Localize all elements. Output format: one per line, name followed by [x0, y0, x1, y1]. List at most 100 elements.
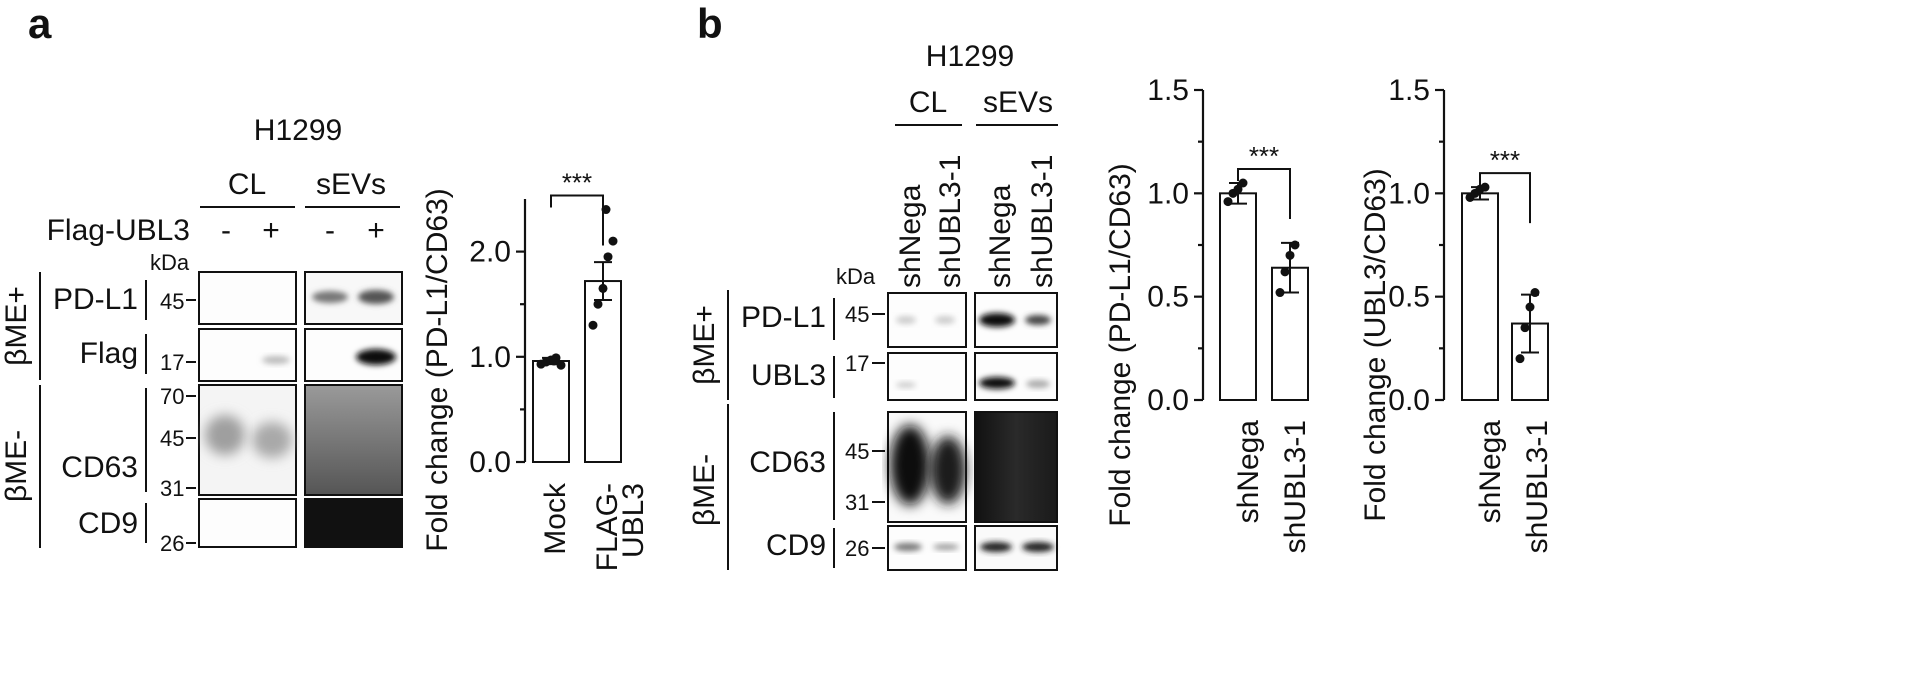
category-label: UBL3 — [617, 483, 650, 558]
bar-FLAG-UBL3 — [584, 280, 622, 463]
y-tick-label: 0.5 — [1388, 281, 1430, 314]
panel-a-sign-1: - — [221, 214, 231, 247]
panel-a-bme-plus: βME+ — [0, 286, 33, 366]
panel-a-blot: a H1299 CL sEVs Flag-UBL3 - + - + kDa βM… — [0, 0, 403, 556]
band — [205, 415, 245, 455]
panel-b-bme-plus: βME+ — [688, 305, 721, 385]
panel-b-marker: 17 — [845, 351, 869, 376]
significance-label: *** — [562, 168, 592, 198]
y-tick-label: 0.5 — [1147, 281, 1189, 314]
panel-b-lane-4: shUBL3-1 — [1026, 155, 1059, 288]
significance-bracket — [1479, 172, 1531, 224]
data-point — [1275, 288, 1285, 298]
band — [262, 356, 290, 364]
panel-a-marker: 26 — [160, 531, 184, 556]
panel-b-lane-2: shUBL3-1 — [934, 155, 967, 288]
band — [894, 543, 922, 551]
significance-label: *** — [1490, 145, 1520, 175]
category-label: shUBL3-1 — [1279, 420, 1312, 553]
panel-a-sign-3: - — [325, 214, 335, 247]
panel-a-marker: 31 — [160, 476, 184, 501]
category-label: shNega — [1474, 420, 1507, 524]
band — [935, 316, 955, 324]
panel-b-marker: 45 — [845, 439, 869, 464]
data-point — [588, 320, 598, 330]
data-point — [1515, 354, 1525, 364]
blot-a-cl-pdl1 — [198, 271, 297, 325]
category-label: shUBL3-1 — [1521, 420, 1554, 553]
panel-b-bme-minus: βME- — [688, 454, 721, 526]
y-tick-label: 0.0 — [1147, 384, 1189, 417]
band — [896, 316, 916, 324]
data-point — [1520, 323, 1530, 333]
y-tick-label: 1.5 — [1388, 74, 1430, 107]
chart-2: 0.0 0.5 1.0 1.5 Fold change (PD-L1/CD63) shNe… — [1104, 74, 1312, 553]
band — [979, 377, 1015, 389]
panel-a-marker: 45 — [160, 426, 184, 451]
panel-b-row-ubl3: UBL3 — [751, 359, 826, 392]
bar-Mock — [532, 360, 570, 463]
category-label: Mock — [539, 482, 572, 555]
chart-1: 0.0 1.0 2.0 Fold change (PD-L1/CD63) Mock FLA… — [421, 168, 650, 572]
panel-a-row-flag: Flag — [80, 337, 138, 370]
panel-a-sign-4: + — [367, 214, 385, 247]
data-point — [1290, 240, 1300, 250]
band — [890, 425, 930, 505]
panel-b-lane-1: shNega — [894, 184, 927, 288]
y-axis-label: Fold change (UBL3/CD63) — [1359, 168, 1392, 522]
panel-b-group-sevs: sEVs — [983, 86, 1053, 119]
panel-b-label: b — [697, 0, 723, 47]
panel-a-row-cd63: CD63 — [61, 451, 138, 484]
panel-a-bme-minus: βME- — [0, 430, 33, 502]
band — [933, 544, 959, 550]
data-point — [603, 252, 613, 262]
data-point — [608, 236, 618, 246]
panel-b-group-cl: CL — [909, 86, 947, 119]
band — [930, 436, 966, 504]
band — [312, 291, 348, 303]
y-tick-label: 1.0 — [469, 341, 511, 374]
panel-b-kda: kDa — [836, 264, 876, 289]
data-point — [1233, 184, 1243, 194]
data-point — [556, 360, 566, 370]
significance-label: *** — [1249, 141, 1279, 171]
y-tick-label: 2.0 — [469, 236, 511, 269]
blot-b-sevs-cd63 — [974, 411, 1058, 523]
panel-a-kda: kDa — [150, 250, 190, 275]
charts: 0.0 1.0 2.0 Fold change (PD-L1/CD63) Mock FLA… — [421, 74, 1554, 571]
blot-a-cl-flag — [198, 328, 297, 382]
y-tick-label: 1.0 — [1388, 177, 1430, 210]
bar-shNega — [1219, 192, 1257, 401]
panel-a-marker: 70 — [160, 384, 184, 409]
category-label: FLAG- — [591, 483, 624, 571]
panel-a-row-cd9: CD9 — [78, 507, 138, 540]
panel-a-label: a — [28, 0, 52, 47]
panel-a-group-sevs: sEVs — [316, 168, 386, 201]
significance-bracket — [1237, 168, 1291, 219]
blot-a-cl-cd9 — [198, 498, 297, 548]
band — [1026, 380, 1050, 388]
panel-b-marker: 31 — [845, 490, 869, 515]
band — [356, 349, 396, 365]
significance-bracket — [550, 194, 604, 246]
panel-b-lane-3: shNega — [984, 184, 1017, 288]
panel-b-marker: 45 — [845, 302, 869, 327]
panel-a-group-cl: CL — [228, 168, 266, 201]
panel-a-marker: 17 — [160, 350, 184, 375]
y-tick-label: 0.0 — [469, 446, 511, 479]
data-point — [1238, 178, 1248, 188]
blot-b-cl-ubl3 — [887, 352, 967, 401]
y-axis-label: Fold change (PD-L1/CD63) — [421, 188, 454, 552]
panel-b-row-pdl1: PD-L1 — [741, 301, 826, 334]
panel-b-cell-line: H1299 — [926, 40, 1014, 73]
blot-a-sevs-cd9 — [304, 498, 403, 548]
y-tick-label: 0.0 — [1388, 384, 1430, 417]
panel-a-sign-2: + — [262, 214, 280, 247]
band — [358, 290, 394, 304]
data-point — [1223, 197, 1233, 207]
band — [252, 422, 292, 458]
data-point — [593, 299, 603, 309]
panel-b-row-cd63: CD63 — [749, 446, 826, 479]
panel-b-marker: 26 — [845, 536, 869, 561]
